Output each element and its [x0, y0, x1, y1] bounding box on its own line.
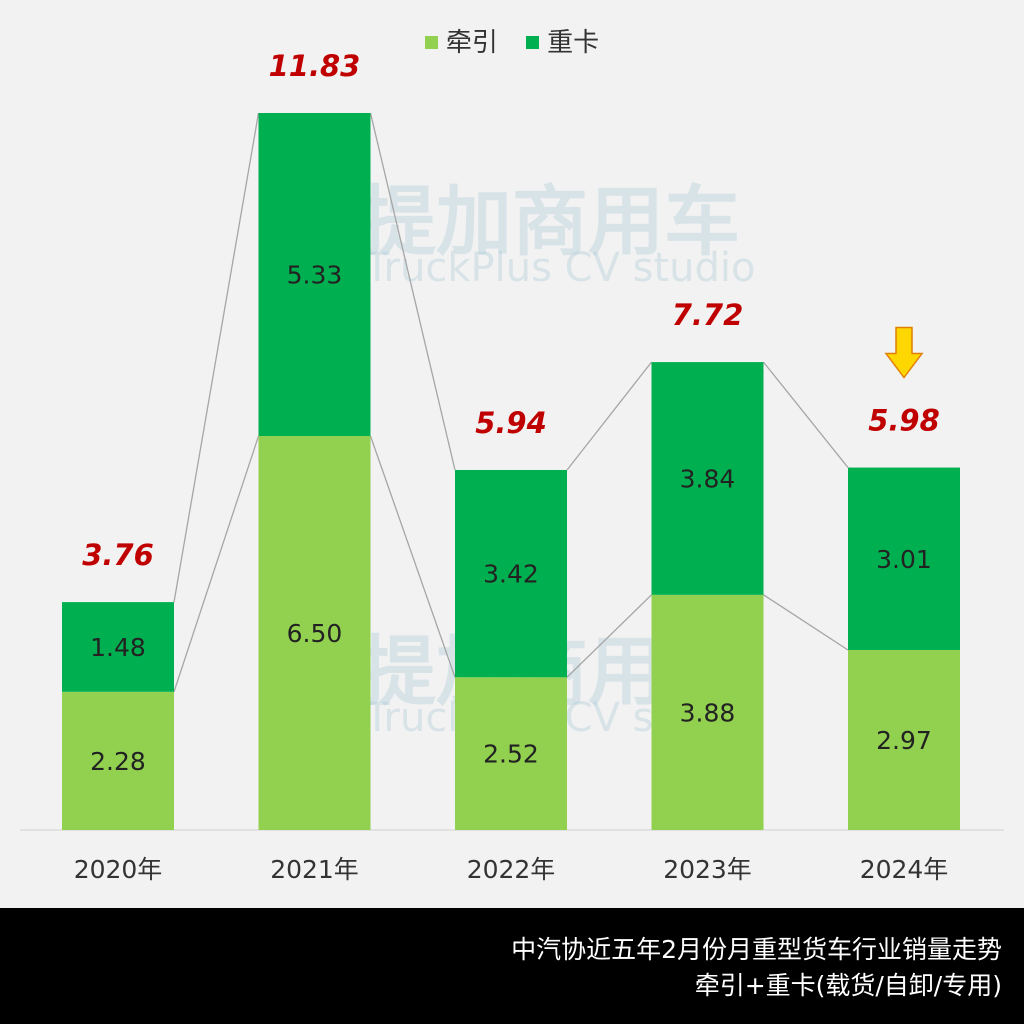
legend: 牵引 重卡 — [0, 22, 1024, 59]
total-label: 5.98 — [868, 404, 940, 438]
connector-line-traction — [566, 594, 652, 678]
caption-title: 中汽协近五年2月份月重型货车行业销量走势 — [511, 935, 1002, 964]
data-label-heavy-truck: 3.84 — [680, 464, 736, 493]
total-label: 11.83 — [269, 49, 361, 83]
legend-label: 牵引 — [445, 28, 498, 58]
data-label-traction: 2.28 — [90, 747, 146, 776]
connector-line-traction — [763, 594, 849, 651]
data-label-heavy-truck: 3.42 — [483, 560, 539, 589]
bar-heavy-truck — [455, 469, 567, 678]
stacked-bar-chart: 2.28 1.48 3.76 2020年 6.50 5.33 11.83 2021年 2.52 3… — [20, 49, 1004, 884]
connector-line-total — [369, 112, 456, 471]
total-label: 3.76 — [82, 538, 154, 572]
bar-traction — [455, 677, 567, 830]
data-label-traction: 6.50 — [287, 619, 343, 648]
x-tick-label: 2021年 — [270, 855, 359, 884]
bar-heavy-truck — [848, 467, 960, 650]
connector-line-total — [173, 112, 260, 603]
data-label-heavy-truck: 5.33 — [287, 261, 343, 290]
bar-heavy-truck — [651, 362, 764, 595]
total-label: 7.72 — [672, 298, 744, 332]
bar-heavy-truck — [62, 602, 174, 692]
x-tick-label: 2022年 — [467, 855, 556, 884]
data-label-heavy-truck: 1.48 — [90, 633, 146, 662]
x-tick-label: 2024年 — [860, 855, 949, 884]
total-label: 5.94 — [475, 406, 547, 440]
footer-caption: 中汽协近五年2月份月重型货车行业销量走势 牵引+重卡(载货/自卸/专用) — [0, 908, 1024, 1024]
bar-traction — [651, 594, 764, 830]
legend-swatch — [526, 36, 540, 49]
down-arrow-icon — [884, 326, 924, 379]
caption-subtitle: 牵引+重卡(载货/自卸/专用) — [694, 971, 1002, 1000]
x-tick-label: 2023年 — [663, 855, 752, 884]
bar-traction — [848, 649, 960, 830]
bar-heavy-truck — [258, 113, 371, 437]
legend-item-traction: 牵引 — [424, 28, 498, 58]
data-label-heavy-truck: 3.01 — [876, 545, 932, 574]
connector-line-total — [762, 361, 849, 468]
data-label-traction: 2.52 — [483, 740, 539, 769]
connector-line-traction — [173, 435, 260, 693]
connector-line-total — [566, 361, 653, 471]
x-tick-label: 2020年 — [74, 855, 163, 884]
legend-label: 重卡 — [547, 28, 600, 58]
bar-traction — [258, 436, 371, 830]
data-label-traction: 3.88 — [680, 698, 736, 727]
connector-line-traction — [369, 435, 456, 678]
legend-item-heavy: 重卡 — [526, 28, 599, 58]
bar-traction — [62, 691, 174, 830]
legend-swatch — [424, 36, 438, 49]
data-label-traction: 2.97 — [876, 726, 932, 755]
